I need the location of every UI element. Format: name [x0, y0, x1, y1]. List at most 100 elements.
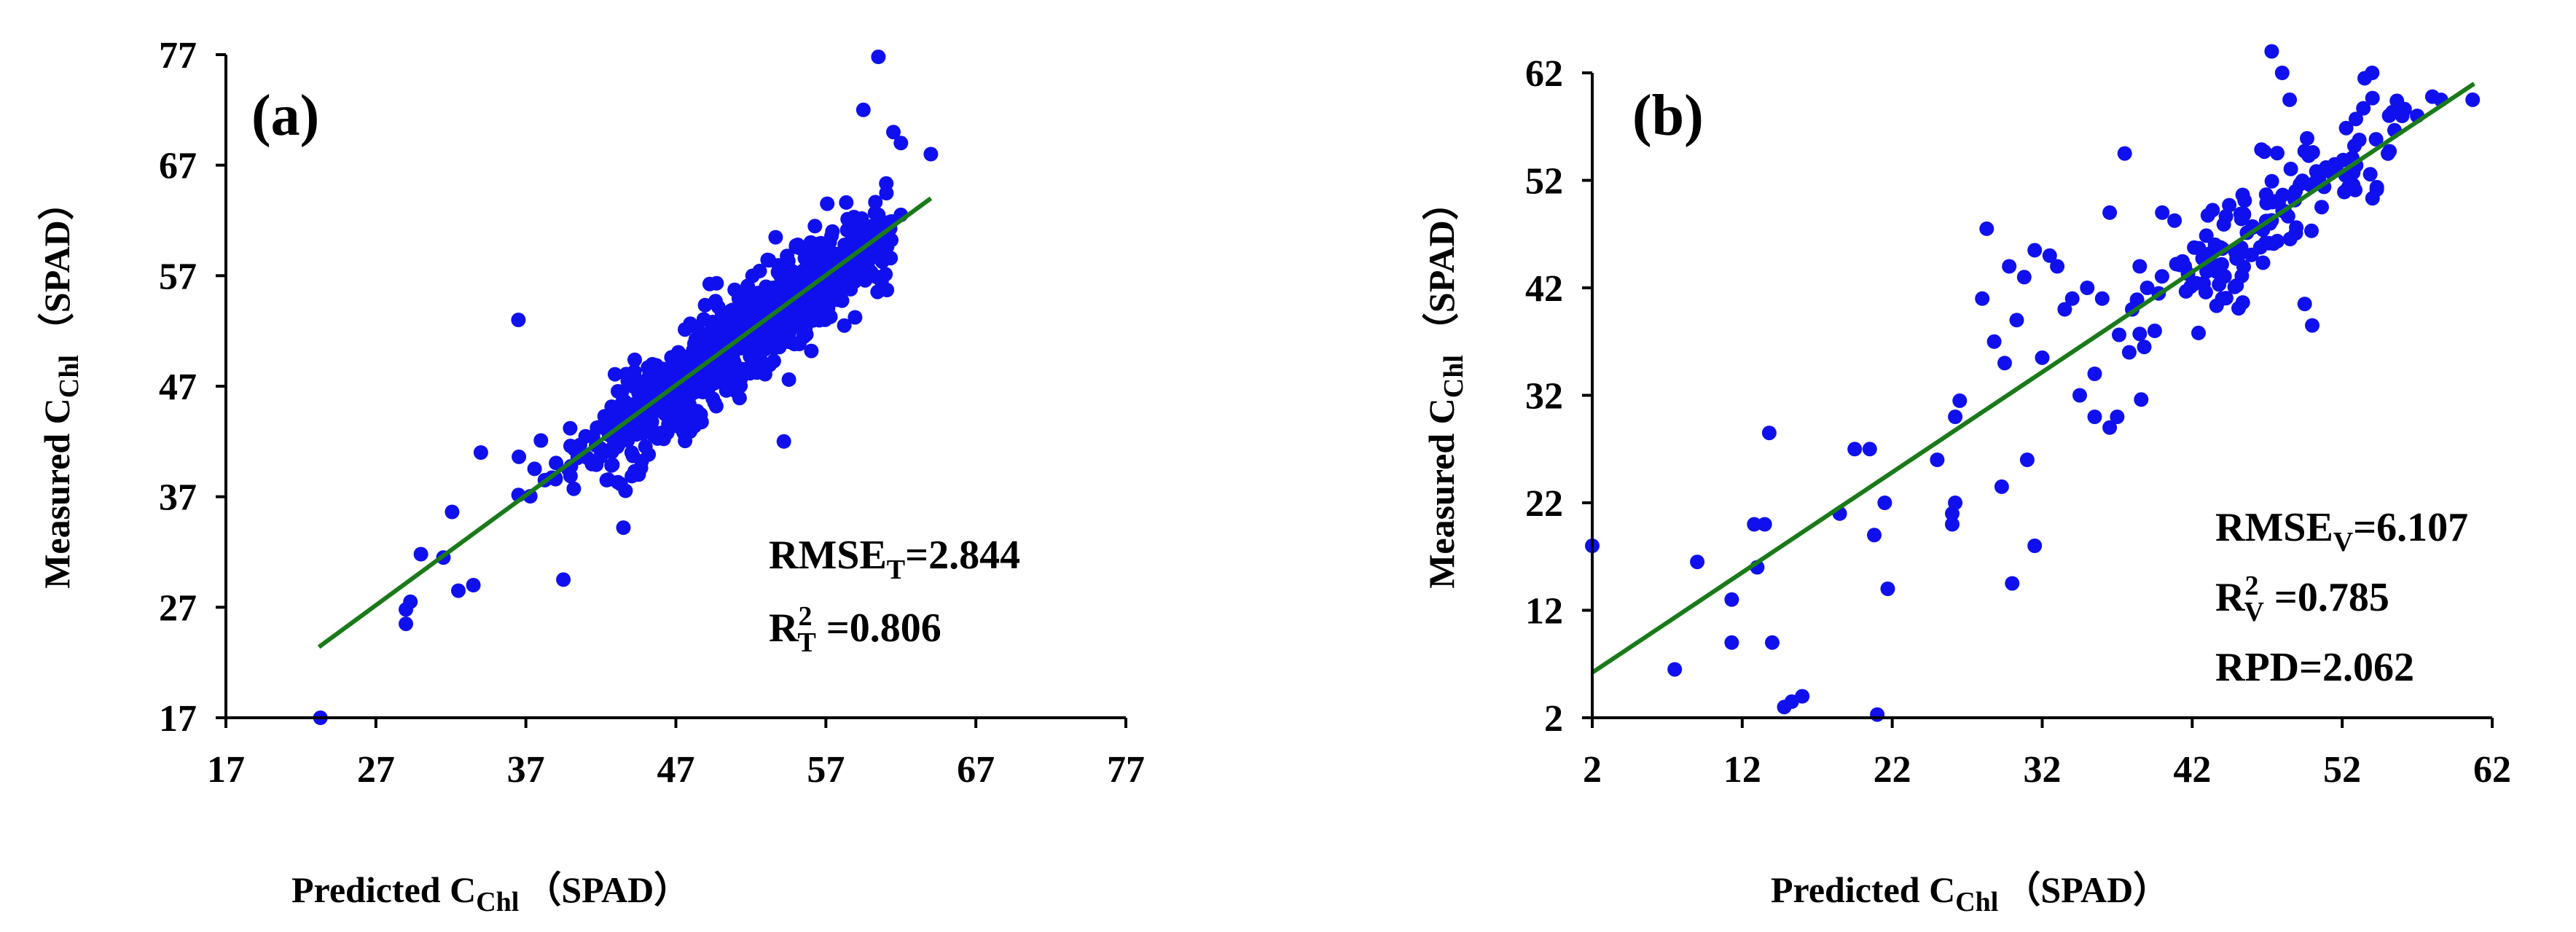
stat-sub: V	[2244, 597, 2264, 627]
data-point	[2057, 302, 2072, 317]
data-point	[788, 238, 804, 253]
y-tick-label: 27	[159, 587, 197, 629]
panel-b-stat-rpd: RPD=2.062	[2215, 645, 2414, 690]
data-point	[803, 260, 818, 275]
data-point	[878, 235, 893, 250]
data-point	[789, 267, 804, 282]
data-point	[1747, 517, 1762, 532]
data-point	[597, 409, 612, 424]
data-point	[2368, 132, 2384, 147]
data-point	[1765, 635, 1780, 650]
data-point	[768, 230, 783, 245]
data-point	[1997, 356, 2012, 371]
data-point	[625, 367, 640, 382]
panel-b-stat-r2: R2 V =0.785	[2215, 571, 2389, 627]
data-point	[871, 50, 886, 64]
data-point	[837, 318, 852, 333]
stat-main: RMSE	[769, 533, 887, 578]
panel-b-stats: RMSEV=6.107 R2 V =0.785 RPD=2.062	[2215, 505, 2468, 690]
data-point	[2369, 179, 2384, 195]
data-point	[2274, 66, 2290, 80]
data-point	[770, 291, 785, 307]
data-point	[678, 434, 693, 449]
panel-b-y-title: Measured CChl （SPAD）	[1421, 184, 1469, 589]
data-point	[2283, 161, 2298, 176]
data-point	[856, 102, 871, 117]
stat-value: =0.785	[2264, 575, 2389, 620]
data-point	[1930, 453, 1945, 467]
panel-a-stat-r2: R2 T =0.806	[769, 601, 941, 658]
data-point	[600, 472, 616, 487]
panel-b-x-title-sub: Chl	[1955, 887, 1998, 917]
data-point	[625, 426, 641, 441]
data-point	[780, 248, 795, 264]
data-point	[847, 310, 863, 325]
data-point	[871, 207, 886, 222]
data-point	[511, 313, 526, 327]
y-tick-label: 62	[1525, 53, 1563, 95]
data-point	[2362, 167, 2378, 182]
panel-b-x-title-main: Predicted C	[1771, 869, 1955, 910]
data-point	[649, 358, 664, 373]
data-point	[893, 136, 909, 151]
data-point	[807, 246, 823, 261]
stat-value: =2.844	[905, 533, 1020, 578]
data-point	[743, 349, 758, 364]
data-point	[2262, 235, 2276, 251]
data-point	[2191, 240, 2207, 256]
data-point	[451, 583, 466, 598]
data-point	[611, 437, 626, 453]
y-tick-label: 42	[1525, 268, 1563, 310]
data-point	[2121, 345, 2137, 360]
x-tick-label: 17	[207, 749, 245, 791]
x-tick-label: 67	[957, 749, 995, 791]
data-point	[607, 367, 622, 382]
data-point	[413, 547, 428, 562]
data-point	[2102, 420, 2118, 435]
data-point	[678, 322, 692, 337]
data-point	[864, 221, 879, 236]
panel-b-stat-rmse: RMSEV=6.107	[2215, 505, 2468, 557]
panel-b-fit-line	[1591, 82, 2475, 675]
data-point	[2087, 410, 2102, 424]
x-tick-label: 12	[1723, 749, 1761, 791]
data-point	[2102, 205, 2118, 220]
data-point	[2349, 111, 2363, 127]
data-point	[1667, 662, 1683, 677]
data-point	[740, 278, 755, 294]
data-point	[631, 385, 646, 400]
data-point	[670, 389, 686, 404]
y-tick-label: 52	[1525, 161, 1563, 203]
data-point	[2005, 576, 2020, 591]
x-tick-label: 52	[2323, 749, 2361, 791]
stat-main: R	[2215, 575, 2245, 620]
data-point	[2381, 146, 2395, 161]
data-point	[681, 396, 697, 412]
data-point	[2352, 133, 2367, 147]
panel-a-y-ticks: 17 27 37 47 57 67 77	[159, 35, 226, 740]
stat-sub: V	[2333, 527, 2354, 557]
data-point	[2214, 257, 2229, 272]
data-point	[781, 372, 796, 387]
data-point	[2132, 259, 2148, 274]
data-point	[1877, 496, 1892, 510]
data-point	[705, 391, 721, 407]
stat-sub: T	[887, 555, 905, 585]
data-point	[624, 445, 639, 461]
data-point	[1880, 581, 1895, 596]
data-point	[2270, 146, 2285, 161]
x-tick-label: 2	[1583, 749, 1602, 791]
data-point	[1724, 592, 1739, 607]
y-tick-label: 57	[159, 256, 197, 297]
panel-b-x-title-unit: （SPAD）	[2004, 869, 2169, 910]
data-point	[2222, 197, 2237, 213]
data-point	[2199, 228, 2214, 243]
panel-b-x-ticks: 2 12 22 32 42 52 62	[1583, 718, 2511, 791]
data-point	[752, 263, 767, 278]
data-point	[613, 477, 628, 492]
x-tick-label: 47	[657, 749, 695, 791]
data-point	[2305, 318, 2319, 333]
data-point	[820, 196, 835, 211]
data-point	[643, 423, 658, 438]
data-point	[825, 224, 840, 239]
